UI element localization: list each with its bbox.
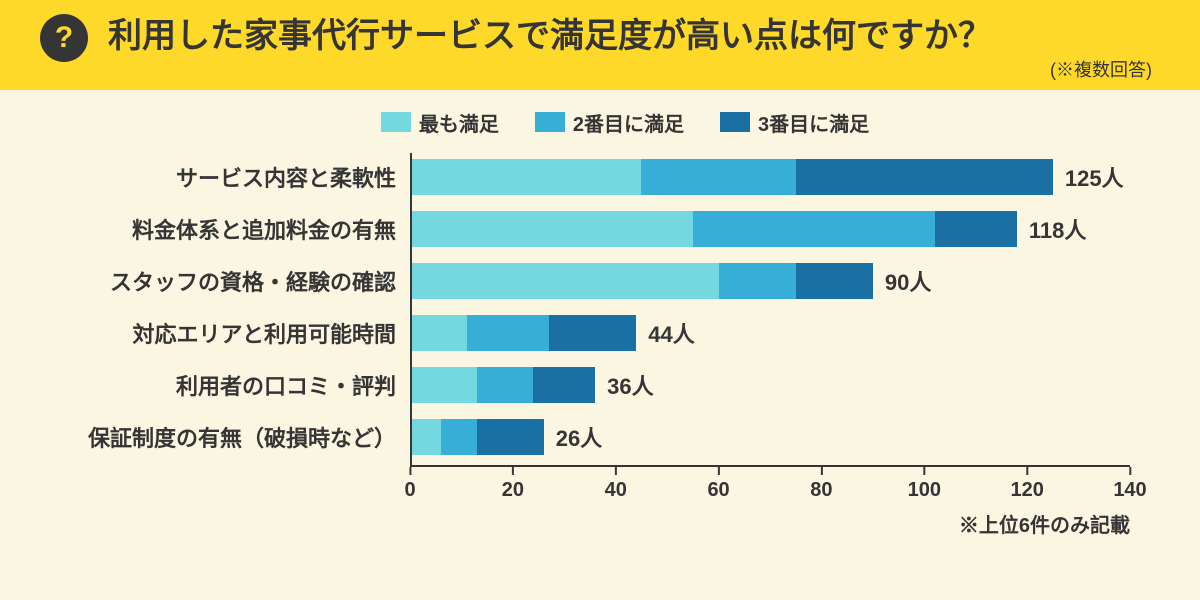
x-tick: 120 xyxy=(1010,467,1043,502)
bar-segment xyxy=(796,159,1053,195)
bar-segment xyxy=(441,419,477,455)
category-label: 料金体系と追加料金の有無 xyxy=(40,203,410,255)
legend-item: 3番目に満足 xyxy=(720,108,869,137)
question-icon: ? xyxy=(40,14,88,62)
category-label: スタッフの資格・経験の確認 xyxy=(40,255,410,307)
bar xyxy=(410,263,873,299)
bar-value-label: 44人 xyxy=(648,317,694,349)
legend-label: 2番目に満足 xyxy=(573,108,684,137)
x-tick: 0 xyxy=(404,467,415,502)
chart: 最も満足 2番目に満足 3番目に満足 サービス内容と柔軟性料金体系と追加料金の有無ス… xyxy=(0,90,1200,538)
bar-segment xyxy=(935,211,1017,247)
x-tick: 140 xyxy=(1113,467,1146,502)
bar xyxy=(410,211,1017,247)
footnote: ※上位6件のみ記載 xyxy=(40,509,1130,538)
bar-segment xyxy=(410,211,693,247)
bars-area: 125人 118人 90人 44人 36人26人 xyxy=(410,151,1130,463)
bar xyxy=(410,419,544,455)
x-tick-label: 140 xyxy=(1113,479,1146,502)
legend-item: 最も満足 xyxy=(381,108,499,137)
bar-segment xyxy=(693,211,935,247)
bar-row: 90人 xyxy=(410,255,1130,307)
x-ticks: 020406080100120140 xyxy=(410,465,1130,503)
x-tick-label: 60 xyxy=(707,479,729,502)
x-axis: 020406080100120140 xyxy=(40,465,1130,503)
header: ? 利用した家事代行サービスで満足度が高い点は何ですか？ (※複数回答) xyxy=(0,0,1200,90)
bar-segment xyxy=(533,367,595,403)
bar-segment xyxy=(477,367,534,403)
x-tick-label: 0 xyxy=(404,479,415,502)
bar-value-label: 26人 xyxy=(556,421,602,453)
x-tick: 60 xyxy=(707,467,729,502)
bar-row: 125人 xyxy=(410,151,1130,203)
bar-segment xyxy=(477,419,544,455)
plot: サービス内容と柔軟性料金体系と追加料金の有無スタッフの資格・経験の確認対応エリア… xyxy=(40,151,1130,463)
x-tick-label: 80 xyxy=(810,479,832,502)
bar xyxy=(410,159,1053,195)
bar-row: 44人 xyxy=(410,307,1130,359)
bar-value-label: 118人 xyxy=(1029,213,1087,245)
bar xyxy=(410,367,595,403)
category-label: サービス内容と柔軟性 xyxy=(40,151,410,203)
bar-segment xyxy=(719,263,796,299)
legend-swatch xyxy=(381,112,411,132)
bar-segment xyxy=(410,159,641,195)
bar xyxy=(410,315,636,351)
x-tick: 40 xyxy=(605,467,627,502)
bar-value-label: 90人 xyxy=(885,265,931,297)
legend-label: 3番目に満足 xyxy=(758,108,869,137)
x-tick-label: 120 xyxy=(1010,479,1043,502)
bar-segment xyxy=(410,315,467,351)
category-label: 対応エリアと利用可能時間 xyxy=(40,307,410,359)
x-tick-label: 100 xyxy=(908,479,941,502)
category-label: 保証制度の有無（破損時など） xyxy=(40,411,410,463)
bar-segment xyxy=(467,315,549,351)
category-label: 利用者の口コミ・評判 xyxy=(40,359,410,411)
bar-segment xyxy=(410,263,719,299)
bar-value-label: 36人 xyxy=(607,369,653,401)
bar-row: 26人 xyxy=(410,411,1130,463)
page-title: 利用した家事代行サービスで満足度が高い点は何ですか？ xyxy=(108,14,1160,60)
x-tick-label: 20 xyxy=(502,479,524,502)
legend: 最も満足 2番目に満足 3番目に満足 xyxy=(40,108,1130,137)
bar-segment xyxy=(796,263,873,299)
legend-swatch xyxy=(720,112,750,132)
legend-label: 最も満足 xyxy=(419,108,499,137)
bar-segment xyxy=(641,159,795,195)
bar-segment xyxy=(410,367,477,403)
x-tick-label: 40 xyxy=(605,479,627,502)
x-tick: 20 xyxy=(502,467,524,502)
legend-swatch xyxy=(535,112,565,132)
title-wrap: 利用した家事代行サービスで満足度が高い点は何ですか？ (※複数回答) xyxy=(108,14,1160,82)
y-axis-labels: サービス内容と柔軟性料金体系と追加料金の有無スタッフの資格・経験の確認対応エリア… xyxy=(40,151,410,463)
bar-row: 36人 xyxy=(410,359,1130,411)
bar-segment xyxy=(549,315,636,351)
legend-item: 2番目に満足 xyxy=(535,108,684,137)
x-tick: 80 xyxy=(810,467,832,502)
bar-row: 118人 xyxy=(410,203,1130,255)
bar-value-label: 125人 xyxy=(1065,161,1124,193)
x-tick: 100 xyxy=(908,467,941,502)
bar-segment xyxy=(410,419,441,455)
